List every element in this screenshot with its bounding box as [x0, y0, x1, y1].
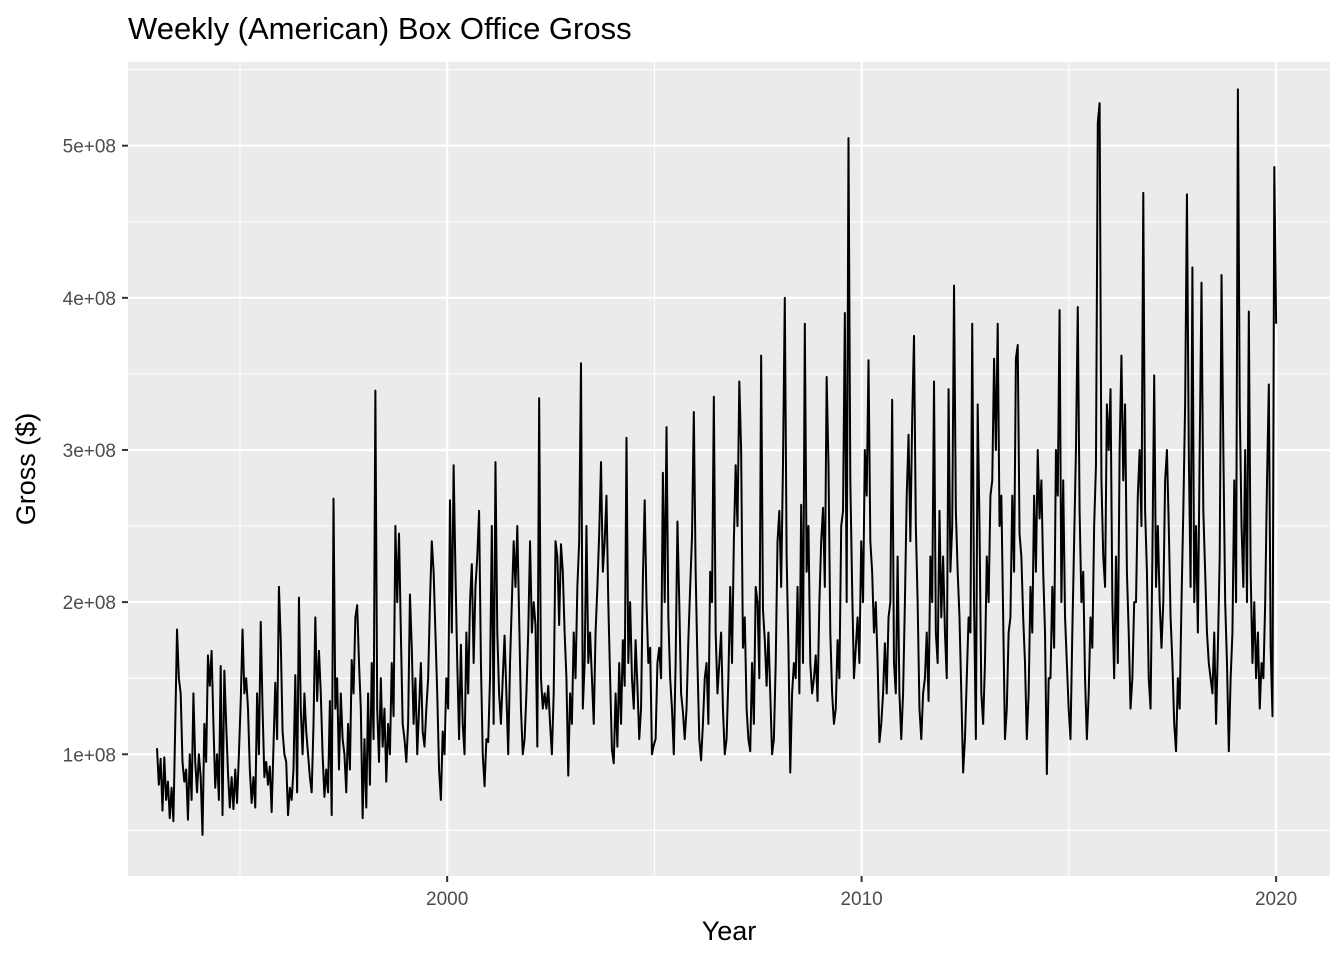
chart-title: Weekly (American) Box Office Gross: [128, 11, 632, 46]
y-tick-label: 2e+08: [63, 593, 116, 614]
y-tick-label: 5e+08: [63, 137, 116, 158]
y-axis-title: Gross ($): [11, 413, 41, 526]
series-line: [156, 88, 1278, 836]
y-axis: 1e+08 2e+08 3e+08 4e+08 5e+08: [63, 137, 128, 766]
y-tick-label: 4e+08: [63, 289, 116, 310]
x-tick-label: 2010: [840, 889, 882, 910]
y-tick-label: 3e+08: [63, 441, 116, 462]
x-axis: 2000 2010 2020: [426, 876, 1297, 910]
y-tick-label: 1e+08: [63, 745, 116, 766]
x-tick-label: 2000: [426, 889, 468, 910]
x-tick-label: 2020: [1255, 889, 1297, 910]
x-axis-title: Year: [702, 916, 757, 946]
